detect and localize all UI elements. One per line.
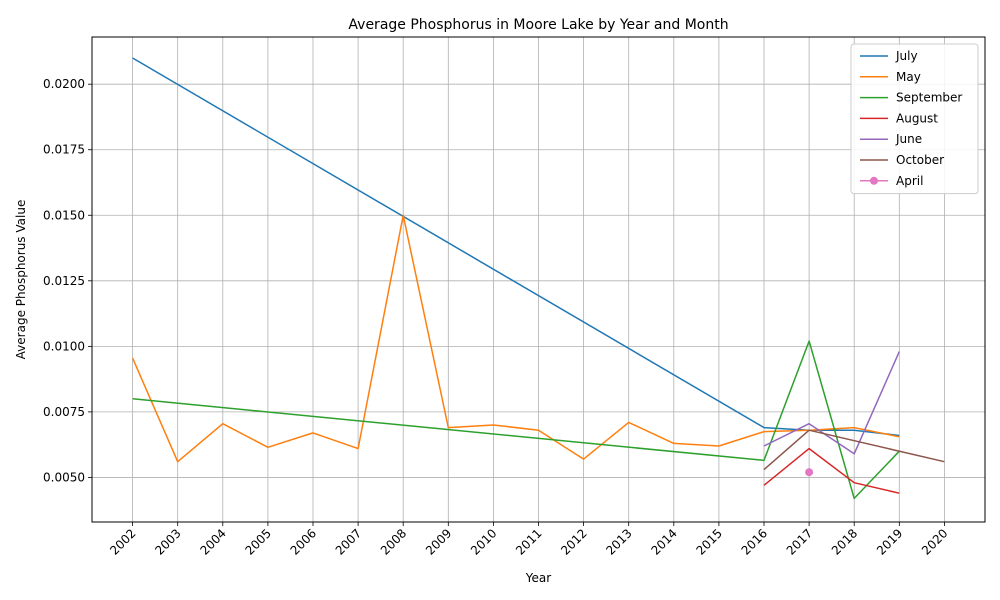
y-axis-ticks: 0.0050 0.0075 0.0100 0.0125 0.0150 0.0175 0.02… [43, 77, 92, 484]
series-line-september [132, 340, 900, 500]
series-line-october [763, 429, 945, 471]
data-point-april [805, 468, 814, 477]
legend-frame [850, 43, 979, 195]
legend-label-july: July [895, 49, 918, 63]
x-axis-title: Year [525, 571, 551, 585]
series-layer [131, 57, 945, 500]
y-tick-label: 0.0150 [43, 208, 85, 222]
legend-label-september: September [896, 91, 962, 105]
legend-label-august: August [896, 111, 938, 125]
grid [92, 37, 985, 522]
y-tick-label: 0.0175 [43, 143, 85, 157]
y-axis-title: Average Phosphorus Value [14, 200, 28, 360]
legend-label-may: May [896, 70, 921, 84]
legend-label-april: April [896, 174, 923, 188]
legend-label-june: June [895, 132, 922, 146]
legend: July May September August June October April [850, 43, 979, 195]
legend-label-october: October [896, 153, 944, 167]
series-line-may [131, 214, 900, 463]
y-tick-label: 0.0125 [43, 274, 85, 288]
legend-marker-april [870, 176, 878, 185]
series-line-june [763, 351, 900, 455]
series-line-august [763, 447, 900, 494]
y-tick-label: 0.0100 [43, 339, 85, 353]
chart-title: Average Phosphorus in Moore Lake by Year… [348, 17, 728, 33]
y-tick-label: 0.0050 [43, 470, 85, 484]
y-tick-label: 0.0075 [43, 405, 85, 419]
y-tick-label: 0.0200 [43, 77, 85, 91]
